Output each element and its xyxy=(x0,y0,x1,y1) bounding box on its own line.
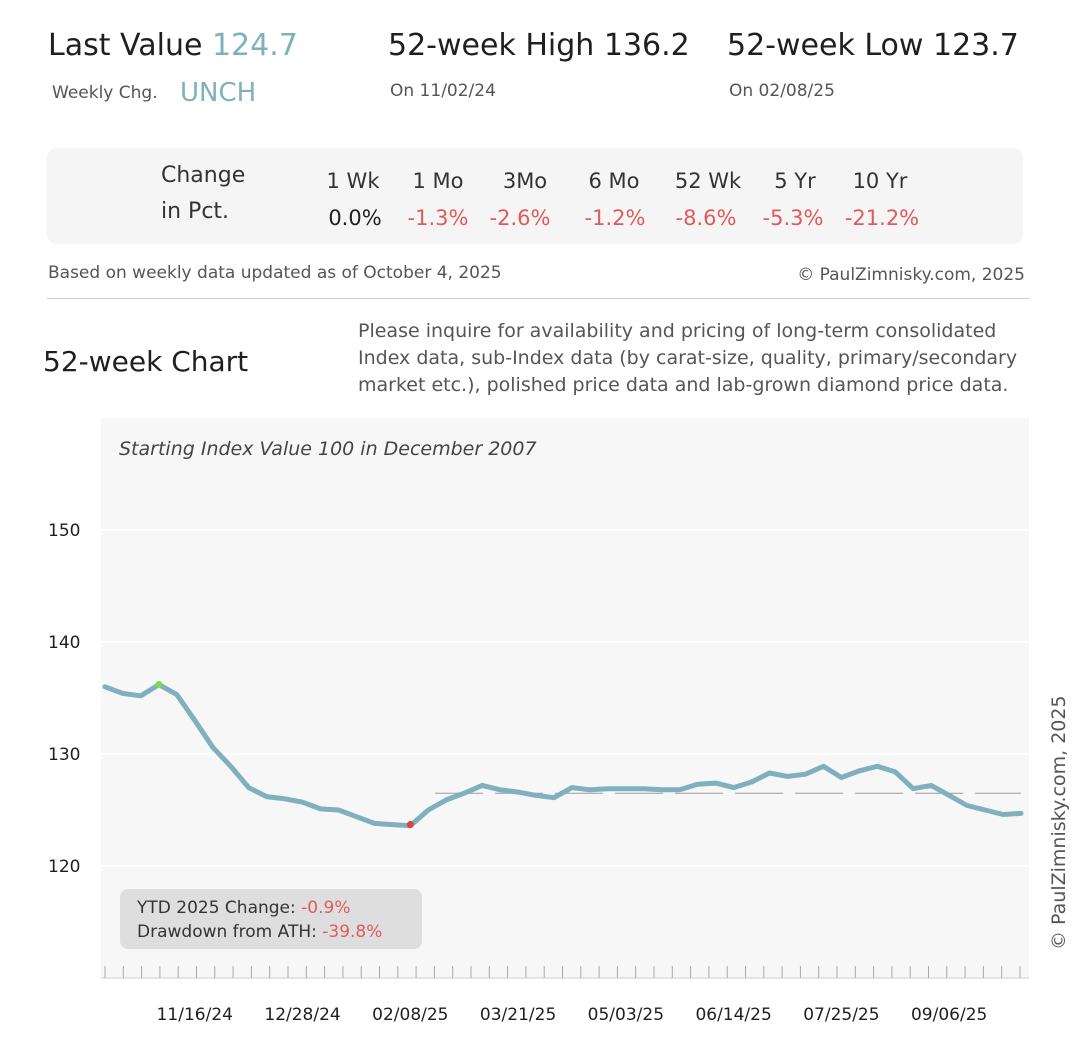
x-tick-label: 05/03/25 xyxy=(588,1005,664,1025)
x-tick-label: 12/28/24 xyxy=(264,1005,340,1025)
x-tick-label: 09/06/25 xyxy=(911,1005,987,1025)
y-tick-label: 140 xyxy=(48,633,80,653)
weekly-change-label: Weekly Chg. xyxy=(52,83,158,103)
period-header: 52 Wk xyxy=(674,169,742,193)
week52-low-label: 52-week Low xyxy=(727,28,924,63)
period-header: 1 Wk xyxy=(326,169,380,193)
y-tick-label: 150 xyxy=(48,521,80,541)
chart-heading: 52-week Chart xyxy=(43,345,249,378)
drawdown-value: -39.8% xyxy=(322,922,383,942)
week52-high-date: On 11/02/24 xyxy=(390,81,496,101)
change-label-line2: in Pct. xyxy=(161,199,230,224)
x-axis: 11/16/24 12/28/24 02/08/25 03/21/25 05/03/25… xyxy=(101,966,1029,1025)
period-value: 0.0% xyxy=(328,206,382,230)
ytd-summary-box xyxy=(120,889,422,949)
period-value: -1.3% xyxy=(407,206,469,230)
x-tick-label: 03/21/25 xyxy=(480,1005,556,1025)
week52-low-value: 123.7 xyxy=(932,28,1019,63)
markers xyxy=(155,681,414,829)
period-header: 6 Mo xyxy=(588,169,640,193)
copyright-link[interactable]: © PaulZimnisky.com, 2025 xyxy=(797,265,1025,285)
week52-low: 52-week Low 123.7 xyxy=(727,28,1019,63)
change-label-line1: Change xyxy=(161,163,246,188)
x-tick-label: 02/08/25 xyxy=(372,1005,448,1025)
x-tick-label: 07/25/25 xyxy=(803,1005,879,1025)
last-value-number: 124.7 xyxy=(211,28,298,63)
last-value: Last Value 124.7 xyxy=(48,28,298,63)
period-header: 1 Mo xyxy=(412,169,464,193)
last-value-label: Last Value xyxy=(48,28,203,63)
change-panel xyxy=(47,148,1023,244)
high-marker xyxy=(155,681,163,689)
series-line xyxy=(102,682,1024,829)
ytd-change-label: YTD 2025 Change: xyxy=(137,898,296,918)
inquiry-note: Please inquire for availability and pric… xyxy=(358,320,1018,396)
series-line-group xyxy=(102,682,1024,829)
chart-subtitle: Starting Index Value 100 in December 200… xyxy=(119,438,537,460)
gridlines xyxy=(101,529,1029,867)
week52-low-date: On 02/08/25 xyxy=(729,81,835,101)
divider xyxy=(47,298,1030,299)
y-axis: 120 130 140 150 xyxy=(48,521,80,877)
data-update-note: Based on weekly data updated as of Octob… xyxy=(48,263,502,283)
period-header: 5 Yr xyxy=(774,169,816,193)
period-value: -5.3% xyxy=(762,206,824,230)
x-tick-label: 06/14/25 xyxy=(695,1005,771,1025)
week52-high: 52-week High 136.2 xyxy=(388,28,690,63)
period-header: 3Mo xyxy=(502,169,548,193)
period-value: -1.2% xyxy=(584,206,646,230)
period-value: -2.6% xyxy=(489,206,551,230)
plot-area xyxy=(101,418,1029,978)
week52-high-value: 136.2 xyxy=(603,28,690,63)
y-tick-label: 130 xyxy=(48,745,80,765)
drawdown-label: Drawdown from ATH: xyxy=(137,922,317,942)
period-value: -21.2% xyxy=(844,206,920,230)
low-marker xyxy=(406,821,414,829)
weekly-change-value: UNCH xyxy=(180,78,257,108)
y-tick-label: 120 xyxy=(48,857,80,877)
drawdown: Drawdown from ATH: -39.8% xyxy=(137,922,382,942)
ytd-change-value: -0.9% xyxy=(301,898,351,918)
ytd-change: YTD 2025 Change: -0.9% xyxy=(137,898,350,918)
x-tick-label: 11/16/24 xyxy=(157,1005,233,1025)
week52-high-label: 52-week High xyxy=(388,28,595,63)
copyright-watermark: © PaulZimnisky.com, 2025 xyxy=(1048,695,1070,950)
period-value: -8.6% xyxy=(675,206,737,230)
period-header: 10 Yr xyxy=(852,169,908,193)
